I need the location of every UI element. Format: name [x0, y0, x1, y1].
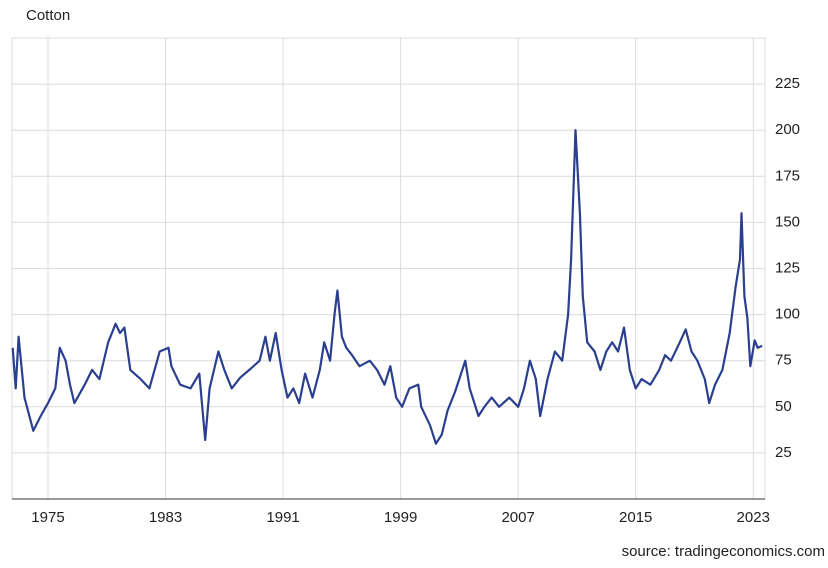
- x-tick-label: 2007: [501, 509, 534, 526]
- y-tick-label: 125: [775, 259, 800, 276]
- y-tick-label: 75: [775, 352, 792, 369]
- x-tick-label: 1983: [149, 509, 182, 526]
- x-tick-label: 1975: [31, 509, 64, 526]
- x-tick-label: 1999: [384, 509, 417, 526]
- x-tick-label: 2023: [737, 509, 770, 526]
- chart-title: Cotton: [26, 7, 70, 24]
- y-tick-label: 175: [775, 167, 800, 184]
- y-tick-label: 100: [775, 306, 800, 323]
- price-line: [11, 129, 763, 445]
- x-tick-label: 1991: [266, 509, 299, 526]
- y-tick-label: 150: [775, 213, 800, 230]
- y-tick-label: 200: [775, 121, 800, 138]
- y-tick-label: 225: [775, 75, 800, 92]
- source: source: tradingeconomics.com: [622, 543, 825, 560]
- y-tick-label: 25: [775, 444, 792, 461]
- y-tick-label: 50: [775, 398, 792, 415]
- x-tick-label: 2015: [619, 509, 652, 526]
